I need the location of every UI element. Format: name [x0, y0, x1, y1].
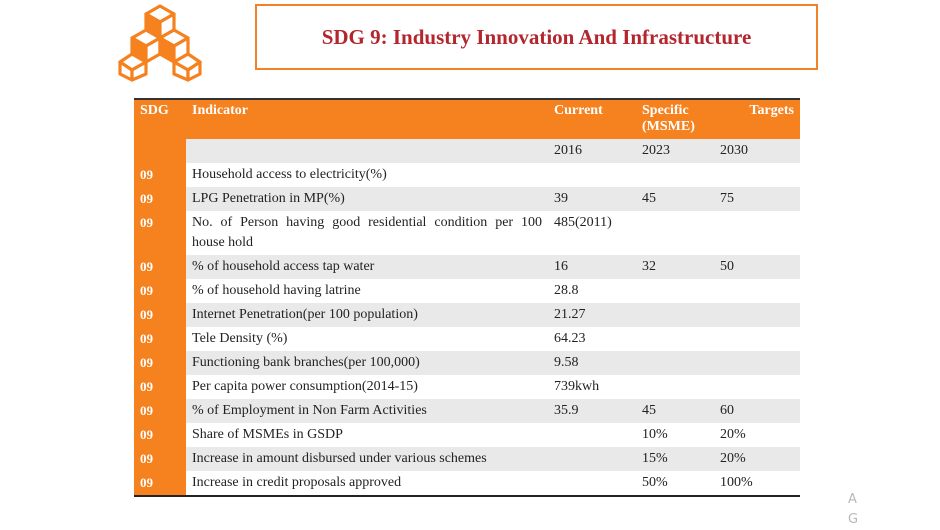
current-value-cell	[548, 447, 636, 471]
year-row-indicator-cell	[186, 139, 548, 163]
target-2030-cell: 50	[714, 255, 800, 279]
target-2030-cell	[714, 351, 800, 375]
current-value-cell: 64.23	[548, 327, 636, 351]
current-value-cell: 16	[548, 255, 636, 279]
target-2030-cell: 20%	[714, 447, 800, 471]
table-row: 09 Tele Density (%) 64.23	[134, 327, 800, 351]
current-value-cell	[548, 163, 636, 187]
target-2030-cell	[714, 327, 800, 351]
year-target: 2030	[714, 139, 800, 163]
table-row: 09 Per capita power consumption(2014-15) 7…	[134, 375, 800, 399]
table-row: 09 Functioning bank branches(per 100,000)…	[134, 351, 800, 375]
table-row: 09 LPG Penetration in MP(%) 39 45 75	[134, 187, 800, 211]
target-2030-cell: 75	[714, 187, 800, 211]
table-row: 09% of household having latrine 28.8	[134, 279, 800, 303]
current-value-cell: 9.58	[548, 351, 636, 375]
specific-2023-cell	[636, 163, 714, 187]
year-row-sdg-cell	[134, 139, 186, 163]
specific-2023-cell	[636, 327, 714, 351]
specific-2023-cell	[636, 303, 714, 327]
indicator-cell: Functioning bank branches(per 100,000)	[186, 351, 548, 375]
table-header-row: SDG Indicator Current Specific (MSME) Ta…	[134, 98, 800, 139]
current-value-cell	[548, 471, 636, 496]
current-value-cell: 485(2011)	[548, 211, 636, 255]
header-specific: Specific (MSME)	[636, 98, 714, 139]
year-specific: 2023	[636, 139, 714, 163]
sdg-code-cell: 09	[134, 187, 186, 211]
side-letter: G	[848, 512, 859, 527]
current-value-cell: 28.8	[548, 279, 636, 303]
specific-2023-cell: 32	[636, 255, 714, 279]
sdg-indicator-table: SDG Indicator Current Specific (MSME) Ta…	[134, 98, 800, 497]
indicator-cell: % of household access tap water	[186, 255, 548, 279]
target-2030-cell: 100%	[714, 471, 800, 496]
sdg-code-cell: 09	[134, 303, 186, 327]
sdg-code-cell: 09	[134, 255, 186, 279]
sdg-code-cell: 09	[134, 447, 186, 471]
sdg-code-cell: 09	[134, 399, 186, 423]
sdg-code-cell: 09	[134, 163, 186, 187]
side-letter: A	[848, 492, 857, 507]
target-2030-cell	[714, 163, 800, 187]
indicator-cell: % of household having latrine	[186, 279, 548, 303]
indicator-cell: % of Employment in Non Farm Activities	[186, 399, 548, 423]
table-row: 09 No. of Person having good residential …	[134, 211, 800, 255]
specific-2023-cell: 45	[636, 187, 714, 211]
table-row: 09 Share of MSMEs in GSDP 10% 20%	[134, 423, 800, 447]
target-2030-cell	[714, 375, 800, 399]
target-2030-cell	[714, 279, 800, 303]
header-sdg: SDG	[134, 98, 186, 139]
indicator-cell: Household access to electricity(%)	[186, 163, 548, 187]
indicator-cell: Internet Penetration(per 100 population)	[186, 303, 548, 327]
current-value-cell: 739kwh	[548, 375, 636, 399]
sdg-code-cell: 09	[134, 471, 186, 496]
table-row: 09 Increase in amount disbursed under var…	[134, 447, 800, 471]
sdg-code-cell: 09	[134, 211, 186, 255]
specific-2023-cell: 10%	[636, 423, 714, 447]
header-targets-label: Targets	[749, 103, 794, 118]
indicator-cell: Increase in amount disbursed under vario…	[186, 447, 548, 471]
page-title: SDG 9: Industry Innovation And Infrastru…	[321, 24, 752, 49]
year-current: 2016	[548, 139, 636, 163]
specific-2023-cell: 45	[636, 399, 714, 423]
specific-2023-cell	[636, 211, 714, 255]
header-current: Current	[548, 98, 636, 139]
indicator-cell: Share of MSMEs in GSDP	[186, 423, 548, 447]
title-box: SDG 9: Industry Innovation And Infrastru…	[255, 4, 818, 70]
header-targets: Targets	[714, 98, 800, 139]
indicator-cell: Increase in credit proposals approved	[186, 471, 548, 496]
sdg-code-cell: 09	[134, 423, 186, 447]
current-value-cell	[548, 423, 636, 447]
specific-2023-cell: 15%	[636, 447, 714, 471]
current-value-cell: 35.9	[548, 399, 636, 423]
cubes-logo-icon	[118, 4, 202, 82]
table-row: 09 Internet Penetration(per 100 populatio…	[134, 303, 800, 327]
target-2030-cell	[714, 303, 800, 327]
current-value-cell: 39	[548, 187, 636, 211]
year-row: 2016 2023 2030	[134, 139, 800, 163]
sdg-code-cell: 09	[134, 351, 186, 375]
indicator-cell: No. of Person having good residential co…	[186, 211, 548, 255]
side-letters: A G	[848, 490, 862, 530]
sdg-code-cell: 09	[134, 279, 186, 303]
table-row: 09 Household access to electricity(%)	[134, 163, 800, 187]
sdg-code-cell: 09	[134, 327, 186, 351]
target-2030-cell: 60	[714, 399, 800, 423]
sdg-code-cell: 09	[134, 375, 186, 399]
table-row: 09% of Employment in Non Farm Activities…	[134, 399, 800, 423]
current-value-cell: 21.27	[548, 303, 636, 327]
table-row: 09 Increase in credit proposals approved 5…	[134, 471, 800, 496]
indicator-cell: LPG Penetration in MP(%)	[186, 187, 548, 211]
specific-2023-cell	[636, 279, 714, 303]
specific-2023-cell: 50%	[636, 471, 714, 496]
specific-2023-cell	[636, 375, 714, 399]
indicator-cell: Tele Density (%)	[186, 327, 548, 351]
target-2030-cell: 20%	[714, 423, 800, 447]
table-row: 09% of household access tap water 16 32 50	[134, 255, 800, 279]
header-indicator: Indicator	[186, 98, 548, 139]
indicator-cell: Per capita power consumption(2014-15)	[186, 375, 548, 399]
specific-2023-cell	[636, 351, 714, 375]
target-2030-cell	[714, 211, 800, 255]
